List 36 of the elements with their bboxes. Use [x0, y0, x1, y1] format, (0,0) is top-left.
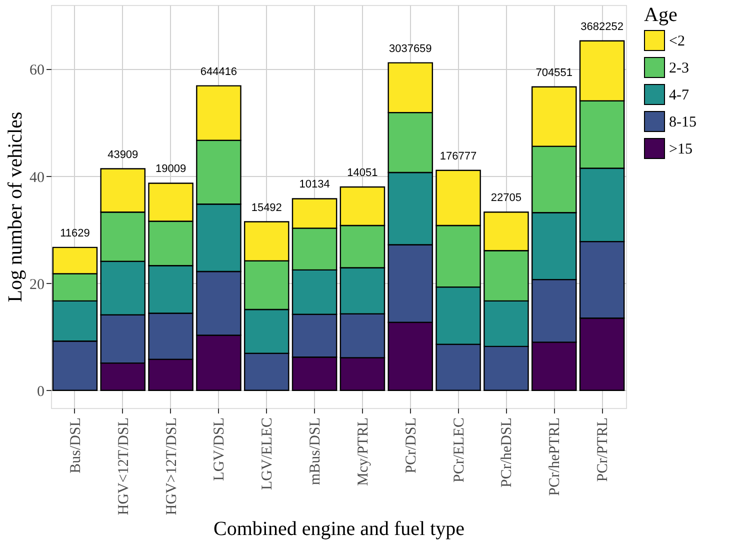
- x-tick-label: PCr/heDSL: [499, 418, 516, 488]
- x-tick-label: LGV/DSL: [212, 418, 228, 481]
- x-tick-label: Bus/DSL: [68, 418, 84, 474]
- y-axis-title: Log number of vehicles: [4, 112, 26, 302]
- annotation: 10134: [299, 178, 330, 191]
- annotation: 22705: [490, 192, 522, 204]
- legend-label: 2-3: [669, 60, 689, 76]
- annotation: 15492: [251, 202, 282, 214]
- x-tick-label: PCr/DSL: [403, 418, 420, 474]
- x-tick-label: PCr/ELEC: [451, 418, 468, 483]
- legend-label: >15: [669, 142, 692, 158]
- x-tick-label: HGV>12T/DSL: [164, 418, 180, 516]
- annotation: 43909: [108, 148, 138, 161]
- annotation: 176777: [440, 150, 477, 162]
- x-tick-label: Mcy/PTRL: [355, 418, 372, 486]
- y-tick-label: 0: [37, 384, 44, 400]
- x-tick-label: PCr/PTRL: [595, 418, 612, 482]
- annotation: 14051: [347, 166, 378, 179]
- annotation: 19009: [155, 163, 186, 176]
- y-tick-label: 60: [30, 62, 44, 79]
- annotation: 704551: [536, 66, 572, 79]
- annotation: 3037659: [388, 42, 432, 55]
- annotation: 3682252: [580, 20, 624, 33]
- x-tick-label: LGV/ELEC: [260, 418, 276, 490]
- y-tick-label: 20: [30, 276, 44, 293]
- x-tick-label: mBus/DSL: [308, 418, 324, 486]
- legend-label: 4-7: [669, 88, 690, 104]
- legend-title: Age: [644, 4, 678, 26]
- annotation: 11629: [60, 227, 90, 240]
- x-tick-label: PCr/hePTRL: [547, 418, 564, 496]
- x-axis-title: Combined engine and fuel type: [213, 518, 465, 540]
- annotation: 644416: [200, 66, 238, 78]
- legend-label: <2: [669, 34, 685, 50]
- legend-label: 8-15: [669, 114, 696, 130]
- x-tick-label: HGV<12T/DSL: [116, 418, 132, 516]
- y-tick-label: 40: [30, 170, 44, 186]
